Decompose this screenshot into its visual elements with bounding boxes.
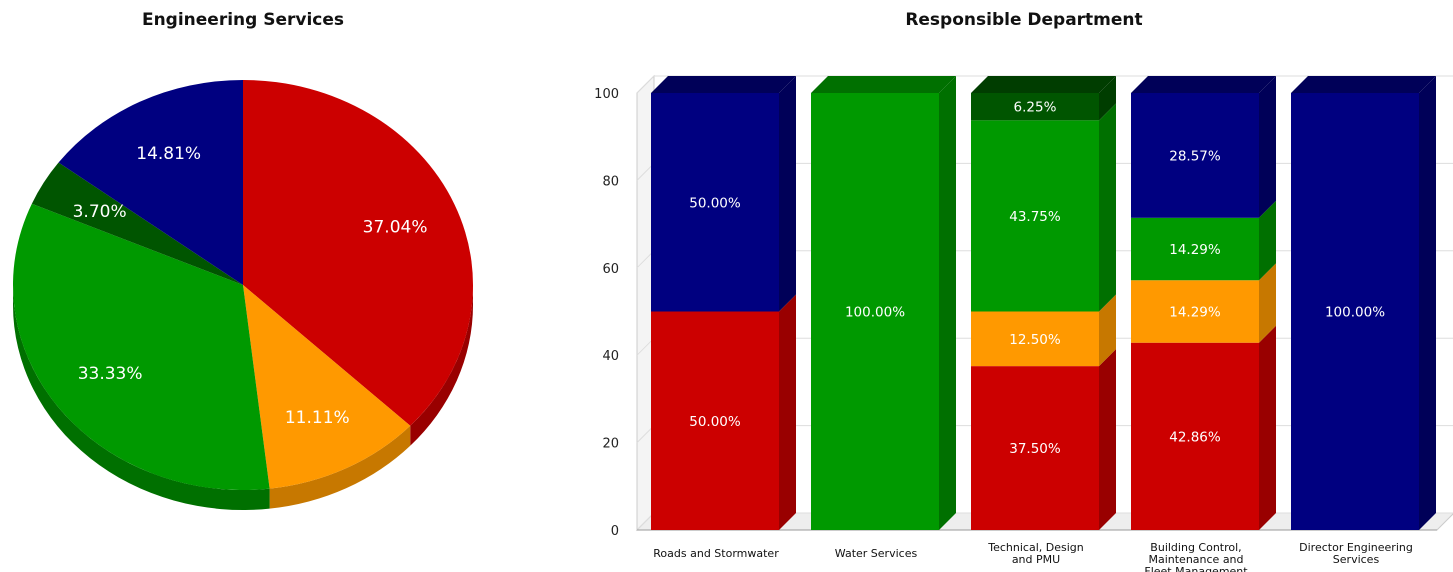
bar-side-3-1 <box>1259 263 1276 343</box>
bar-top-0 <box>651 76 796 93</box>
pie-slice-side-0 <box>410 285 473 446</box>
category-label-2-0: Technical, Design <box>987 541 1084 554</box>
pie-slice-label-4: 14.81% <box>136 144 201 164</box>
bar-side-4-4 <box>1419 76 1436 530</box>
category-label-3-0: Building Control, <box>1150 541 1241 554</box>
bar-segment-3-0[interactable] <box>1131 342 1259 530</box>
y-tick-label-0: 0 <box>611 524 619 539</box>
y-tick-label-3: 60 <box>602 262 619 277</box>
bar-top-2 <box>971 76 1116 93</box>
bar-label-2-0: 37.50% <box>1009 441 1061 457</box>
pie-slice-label-3: 3.70% <box>73 202 127 222</box>
pie-slice-label-2: 33.33% <box>78 364 143 384</box>
bar-side-1-2 <box>939 76 956 530</box>
pie-slice-2[interactable] <box>12 203 270 490</box>
bar-side-3-2 <box>1259 200 1276 281</box>
bar-label-3-4: 28.57% <box>1169 148 1221 164</box>
category-label-3-2: Fleet Management <box>1144 565 1248 572</box>
bar-segment-2-0[interactable] <box>971 366 1099 530</box>
bar-side-2-1 <box>1099 294 1116 367</box>
bar-segment-4-4[interactable] <box>1291 93 1419 530</box>
pie-slice-label-1: 11.11% <box>285 408 350 428</box>
pie-slice-4[interactable] <box>58 80 244 285</box>
bar-0[interactable]: 50.00% 50.00% <box>651 76 796 530</box>
bar-segment-3-4[interactable] <box>1131 92 1259 218</box>
category-label-1-0: Water Services <box>835 547 918 560</box>
bar-side-3-0 <box>1259 325 1276 530</box>
bar-4[interactable]: 100.00% <box>1291 76 1436 530</box>
bar-side-0-4 <box>779 76 796 312</box>
bar-label-1-2: 100.00% <box>845 305 905 321</box>
bar-label-4-4: 100.00% <box>1325 305 1385 321</box>
bar-side-2-2 <box>1099 103 1116 312</box>
pie-depth <box>13 285 473 510</box>
category-label-0-0: Roads and Stormwater <box>653 547 779 560</box>
pie-slice-label-0: 37.04% <box>363 218 428 238</box>
pie-slice-3[interactable] <box>31 162 243 285</box>
bar-top-3 <box>1131 75 1276 93</box>
bar-label-3-0: 42.86% <box>1169 429 1221 445</box>
bar-top-4 <box>1291 76 1436 93</box>
bar-segment-1-2[interactable] <box>811 93 939 530</box>
bar-segment-0-0[interactable] <box>651 311 779 531</box>
stacked-bar-chart: 0 20 40 60 80 100 50.00% 50.00% Roads and Stormw… <box>594 74 1453 572</box>
pie-slice-1[interactable] <box>243 285 411 489</box>
pie-chart-title: Engineering Services <box>142 10 344 30</box>
bar-side-2-0 <box>1099 349 1116 530</box>
category-label-4-1: Services <box>1333 553 1380 566</box>
pie-chart: 37.04% 11.11% 33.33% 3.70% 14.81% <box>12 80 473 510</box>
bar-segment-2-3[interactable] <box>971 93 1099 121</box>
bar-label-3-2: 14.29% <box>1169 242 1221 258</box>
bar-label-2-1: 12.50% <box>1009 332 1061 348</box>
y-tick-label-2: 40 <box>602 349 619 364</box>
pie-slice-0[interactable] <box>243 80 473 426</box>
bar-side-0-0 <box>779 294 796 530</box>
bar-side-2-3 <box>1099 76 1116 121</box>
bar-label-0-0: 50.00% <box>689 414 741 430</box>
bar-chart-title: Responsible Department <box>905 10 1142 30</box>
bar-segment-3-2[interactable] <box>1131 217 1259 281</box>
bar-3[interactable]: 42.86% 14.29% 14.29% 28.57% <box>1131 75 1276 530</box>
bar-label-2-3: 6.25% <box>1014 100 1057 116</box>
category-label-2-1: and PMU <box>1012 553 1060 566</box>
bar-label-3-1: 14.29% <box>1169 304 1221 320</box>
bar-side-3-4 <box>1259 75 1276 218</box>
bar-segment-3-1[interactable] <box>1131 280 1259 343</box>
bar-label-0-4: 50.00% <box>689 195 741 211</box>
y-tick-label-5: 100 <box>594 87 619 102</box>
bar-2[interactable]: 37.50% 12.50% 43.75% 6.25% <box>971 76 1116 530</box>
y-tick-label-1: 20 <box>602 437 619 452</box>
bar-label-2-2: 43.75% <box>1009 209 1061 225</box>
bar-1[interactable]: 100.00% <box>811 76 956 530</box>
bar-segment-0-4[interactable] <box>651 93 779 312</box>
category-label-3-1: Maintenance and <box>1148 553 1243 566</box>
bar-segment-2-1[interactable] <box>971 311 1099 367</box>
pie-slice-side-1 <box>269 425 411 509</box>
category-label-4-0: Director Engineering <box>1299 541 1413 554</box>
bar-segment-2-2[interactable] <box>971 120 1099 312</box>
y-tick-label-4: 80 <box>602 174 619 189</box>
bar-top-1 <box>811 76 956 93</box>
